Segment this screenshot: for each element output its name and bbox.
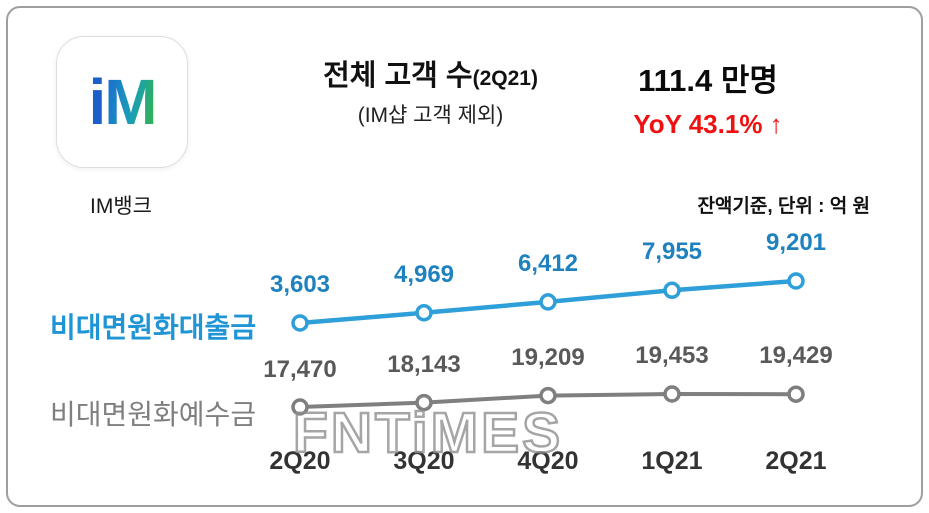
data-label-loans-2q20: 3,603 xyxy=(269,271,331,298)
series-label-loans: 비대면원화대출금 xyxy=(50,312,257,343)
data-label-deposits-4q20: 19,209 xyxy=(511,344,585,371)
x-axis-label-2q20: 2Q20 xyxy=(269,447,331,475)
fntimes-watermark: FNTiMES xyxy=(292,400,564,467)
im-bank-logo: iM xyxy=(56,36,188,168)
title-text: 전체 고객 수 xyxy=(323,60,473,92)
logo-letter-i: i xyxy=(88,66,106,138)
title-block: 전체 고객 수(2Q21) (IM샵 고객 제외) xyxy=(283,52,578,129)
im-logo-icon: iM xyxy=(88,70,157,134)
data-label-loans-4q20: 6,412 xyxy=(517,250,579,277)
chart-title: 전체 고객 수(2Q21) xyxy=(283,52,578,94)
data-label-loans-2q21: 9,201 xyxy=(765,229,827,256)
x-axis-label-3q20: 3Q20 xyxy=(393,447,455,475)
x-axis-label-2q21: 2Q21 xyxy=(765,447,827,475)
data-label-deposits-3q20: 18,143 xyxy=(387,351,461,378)
data-label-deposits-2q20: 17,470 xyxy=(263,356,337,383)
logo-label: IM뱅크 xyxy=(90,195,152,218)
x-axis-label-1q21: 1Q21 xyxy=(641,447,703,475)
customer-count-value: 111.4 만명 xyxy=(638,63,778,98)
series-label-deposits: 비대면원화예수금 xyxy=(50,399,257,430)
data-label-deposits-1q21: 19,453 xyxy=(635,342,709,369)
data-label-loans-3q20: 4,969 xyxy=(393,261,455,288)
unit-note: 잔액기준, 단위 : 억 원 xyxy=(697,196,870,217)
x-axis-label-4q20: 4Q20 xyxy=(517,447,579,475)
data-label-loans-1q21: 7,955 xyxy=(641,238,703,265)
title-quarter: (2Q21) xyxy=(472,67,538,90)
headline-block: 111.4 만명 YoY 43.1% ↑ xyxy=(588,55,828,140)
data-label-deposits-2q21: 19,429 xyxy=(759,342,833,369)
yoy-change: YoY 43.1% ↑ xyxy=(633,109,783,139)
logo-letter-m: M xyxy=(104,66,157,138)
chart-subtitle: (IM샵 고객 제외) xyxy=(357,104,504,127)
